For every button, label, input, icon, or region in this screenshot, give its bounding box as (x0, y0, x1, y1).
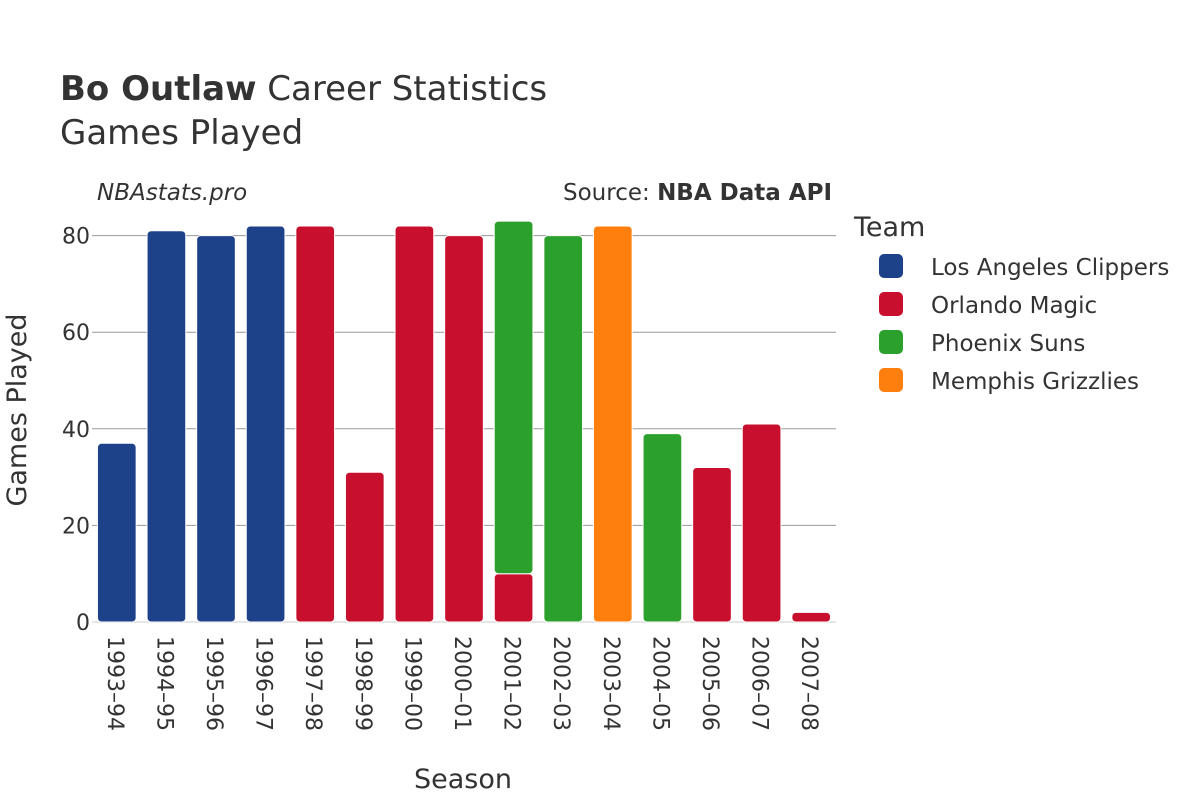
chart-title: Bo Outlaw Career Statistics (60, 69, 547, 109)
x-tick-label: 1995–96 (201, 636, 226, 731)
y-axis-label: Games Played (2, 313, 33, 506)
y-tick-label: 0 (76, 611, 90, 636)
bar-orlando-magic[interactable] (394, 225, 435, 623)
x-tick-labels: 1993–94 1994–95 1995–96 1996–97 1997–98 1998–… (102, 636, 821, 731)
x-tick-label: 1999–00 (399, 636, 424, 731)
x-tick-label: 2005–06 (697, 636, 722, 731)
bar-phoenix-suns[interactable] (543, 235, 584, 623)
x-tick-label: 2003–04 (598, 636, 623, 731)
x-tick-label: 1998–99 (350, 636, 375, 731)
y-tick-label: 80 (62, 225, 90, 250)
bar-phoenix-suns[interactable] (493, 220, 534, 575)
y-tick-labels: 0 20 40 60 80 (62, 225, 90, 636)
legend-swatch (879, 368, 903, 392)
bar-los-angeles-clippers[interactable] (245, 225, 286, 623)
legend-title: Team (853, 212, 925, 243)
bars (96, 220, 832, 623)
x-tick-label: 2004–05 (647, 636, 672, 731)
x-tick-label: 2002–03 (548, 636, 573, 731)
legend: Team Los Angeles Clippers Orlando Magic Ph… (853, 212, 1169, 395)
legend-label: Memphis Grizzlies (931, 369, 1139, 395)
x-tick-label: 2006–07 (747, 636, 772, 731)
bar-orlando-magic[interactable] (692, 466, 732, 623)
bar-orlando-magic[interactable] (791, 611, 832, 623)
x-tick-label: 1996–97 (251, 636, 276, 731)
player-name: Bo Outlaw (60, 69, 256, 109)
bar-memphis-grizzlies[interactable] (592, 225, 633, 623)
bar-orlando-magic[interactable] (344, 471, 385, 623)
chart-subtitle: Games Played (60, 113, 303, 153)
x-tick-label: 1993–94 (102, 636, 127, 731)
bar-los-angeles-clippers[interactable] (146, 230, 187, 623)
legend-label: Phoenix Suns (931, 331, 1085, 357)
bar-phoenix-suns[interactable] (642, 433, 683, 623)
bar-orlando-magic[interactable] (493, 573, 534, 623)
y-tick-label: 60 (62, 321, 90, 346)
y-tick-label: 40 (62, 418, 90, 443)
y-tick-label: 20 (62, 514, 90, 539)
x-tick-label: 2000–01 (449, 636, 474, 731)
bar-los-angeles-clippers[interactable] (96, 442, 137, 623)
x-tick-label: 2001–02 (499, 636, 524, 731)
bar-orlando-magic[interactable] (741, 423, 782, 623)
x-tick-label: 1997–98 (300, 636, 325, 731)
site-label: NBAstats.pro (97, 180, 247, 206)
legend-swatch (879, 330, 903, 354)
legend-swatch (879, 254, 903, 278)
bar-orlando-magic[interactable] (295, 225, 336, 623)
bar-orlando-magic[interactable] (444, 235, 484, 623)
legend-swatch (879, 292, 903, 316)
source-prefix: Source: (563, 180, 657, 206)
legend-label: Los Angeles Clippers (931, 255, 1169, 281)
x-axis-label: Season (414, 764, 512, 795)
source-name: NBA Data API (657, 180, 832, 206)
legend-label: Orlando Magic (931, 293, 1097, 319)
x-tick-label: 1994–95 (151, 636, 176, 731)
title-rest: Career Statistics (267, 69, 547, 109)
x-tick-label: 2007–08 (796, 636, 821, 731)
source-label: Source: NBA Data API (563, 180, 832, 206)
bar-los-angeles-clippers[interactable] (196, 235, 236, 623)
